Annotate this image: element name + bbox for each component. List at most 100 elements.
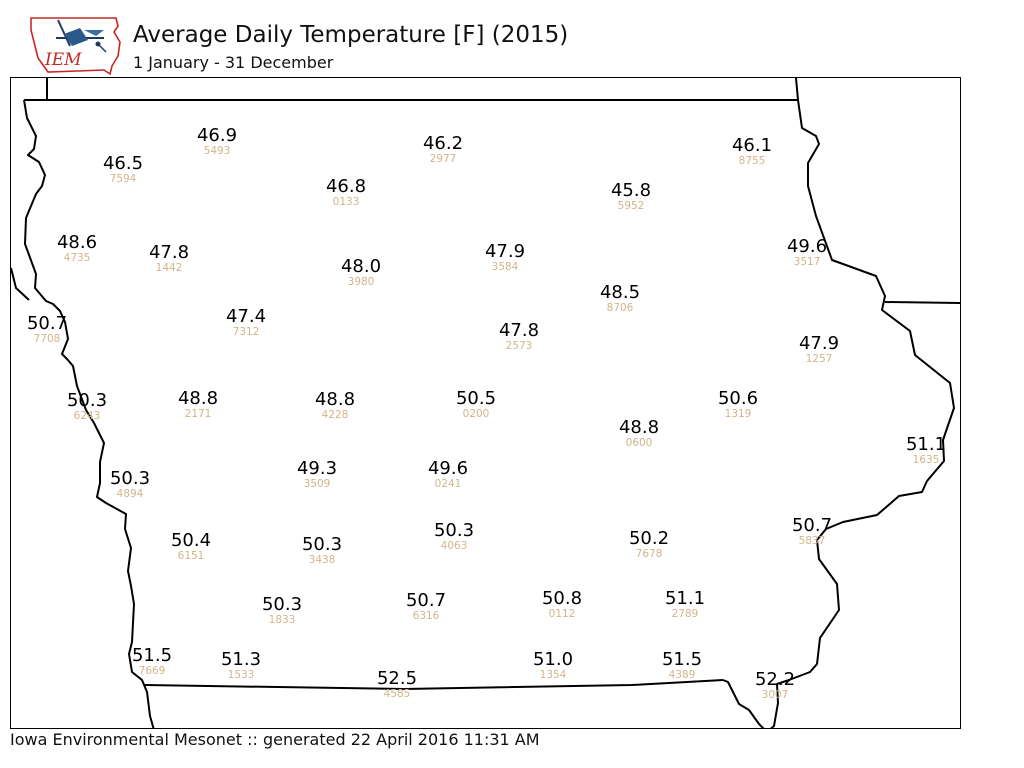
station-temperature-value: 49.3	[296, 458, 338, 479]
station-label: 51.3 1533	[220, 649, 262, 682]
station-label: 48.6 4735	[56, 232, 98, 265]
station-temperature-value: 51.3	[220, 649, 262, 670]
station-temperature-value: 50.3	[66, 390, 108, 411]
station-temperature-value: 50.3	[261, 594, 303, 615]
station-label: 48.8 2171	[178, 390, 218, 421]
station-id: 0241	[434, 478, 462, 490]
station-label: 46.1 8755	[731, 135, 773, 168]
station-label: 47.8 1442	[148, 242, 190, 275]
station-label: 50.3 3438	[301, 534, 343, 567]
station-id: 0133	[332, 196, 360, 208]
station-id: 1635	[912, 454, 940, 466]
station-temperature-value: 47.4	[225, 306, 267, 327]
station-temperature-value: 46.5	[102, 153, 144, 174]
station-temperature-value: 49.6	[786, 236, 828, 257]
station-id: 5493	[203, 145, 231, 157]
station-id: 4063	[440, 540, 468, 552]
station-id: 4894	[116, 488, 144, 500]
station-temperature-value: 46.8	[325, 176, 367, 197]
station-id: 3980	[347, 276, 375, 288]
station-id: 1354	[539, 669, 567, 681]
station-id: 4389	[668, 669, 696, 681]
station-label: 48.8 4228	[314, 389, 356, 422]
station-temperature-value: 50.6	[717, 388, 759, 409]
station-label: 50.6 1319	[717, 388, 759, 421]
station-id: 2789	[671, 608, 699, 620]
missouri-border-line	[144, 679, 724, 690]
wisconsin-border-line	[795, 78, 799, 101]
station-label: 45.8 5952	[611, 182, 651, 213]
station-label: 48.5 8706	[599, 282, 641, 315]
station-id: 2171	[184, 408, 212, 420]
map-title: Average Daily Temperature [F] (2015)	[133, 22, 569, 48]
station-label: 52.5 4585	[376, 668, 418, 701]
station-label: 47.9 1257	[799, 335, 839, 366]
station-temperature-value: 48.0	[340, 256, 382, 277]
station-label: 49.6 3517	[786, 236, 828, 269]
station-label: 47.4 7312	[225, 306, 267, 339]
station-label: 50.7 5837	[791, 515, 833, 548]
eastern-border-line	[722, 99, 955, 728]
station-temperature-value: 46.2	[422, 133, 464, 154]
station-temperature-value: 50.7	[791, 515, 833, 536]
station-label: 46.9 5493	[196, 125, 238, 158]
station-temperature-value: 47.8	[148, 242, 190, 263]
station-id: 6151	[177, 550, 205, 562]
station-label: 51.1 2789	[665, 590, 705, 621]
station-temperature-value: 50.7	[26, 313, 68, 334]
station-temperature-value: 51.5	[661, 649, 703, 670]
station-id: 2573	[505, 340, 533, 352]
station-id: 6316	[412, 610, 440, 622]
station-label: 49.6 0241	[427, 458, 469, 491]
station-label: 50.8 0112	[541, 588, 583, 621]
station-temperature-value: 48.8	[314, 389, 356, 410]
station-temperature-value: 50.8	[541, 588, 583, 609]
station-temperature-value: 52.5	[376, 668, 418, 689]
station-id: 3517	[793, 256, 821, 268]
station-id: 1533	[227, 669, 255, 681]
station-temperature-value: 52.2	[754, 669, 796, 690]
station-temperature-value: 51.0	[532, 649, 574, 670]
station-temperature-value: 50.3	[109, 468, 151, 489]
station-label: 50.7 7708	[26, 313, 68, 346]
station-label: 46.2 2977	[422, 133, 464, 166]
station-temperature-value: 46.9	[196, 125, 238, 146]
station-id: 0112	[548, 608, 576, 620]
iem-logo: IEM	[28, 16, 122, 76]
western-border-line	[23, 99, 155, 728]
station-temperature-value: 48.6	[56, 232, 98, 253]
station-temperature-value: 51.5	[131, 645, 173, 666]
station-id: 5952	[617, 200, 645, 212]
iem-logo-text: IEM	[45, 50, 82, 70]
station-temperature-value: 47.8	[498, 320, 540, 341]
iem-logo-graphic	[30, 17, 121, 76]
station-label: 48.0 3980	[340, 256, 382, 289]
kansas-city-corner-line	[11, 267, 30, 301]
station-id: 4735	[63, 252, 91, 264]
station-id: 4228	[321, 409, 349, 421]
station-label: 51.5 7669	[131, 645, 173, 678]
station-temperature-value: 51.1	[905, 434, 947, 455]
station-label: 50.3 4894	[109, 468, 151, 501]
station-id: 4585	[383, 688, 411, 700]
station-temperature-value: 50.3	[433, 520, 475, 541]
station-label: 52.2 3007	[754, 669, 796, 702]
station-label: 49.3 3509	[296, 458, 338, 491]
station-temperature-value: 50.5	[455, 388, 497, 409]
station-label: 50.3 6243	[66, 390, 108, 423]
station-temperature-value: 50.4	[170, 530, 212, 551]
station-label: 51.0 1354	[532, 649, 574, 682]
station-label: 50.4 6151	[170, 530, 212, 563]
station-temperature-value: 46.1	[731, 135, 773, 156]
station-temperature-value: 48.8	[618, 417, 660, 438]
station-id: 5837	[798, 535, 826, 547]
station-id: 1442	[155, 262, 183, 274]
station-temperature-value: 49.6	[427, 458, 469, 479]
station-temperature-value: 47.9	[484, 241, 526, 262]
station-id: 7594	[109, 173, 137, 185]
station-id: 2977	[429, 153, 457, 165]
station-id: 3509	[303, 478, 331, 490]
footer-credit: Iowa Environmental Mesonet :: generated …	[10, 730, 540, 749]
station-temperature-value: 48.5	[599, 282, 641, 303]
station-temperature-value: 50.3	[301, 534, 343, 555]
